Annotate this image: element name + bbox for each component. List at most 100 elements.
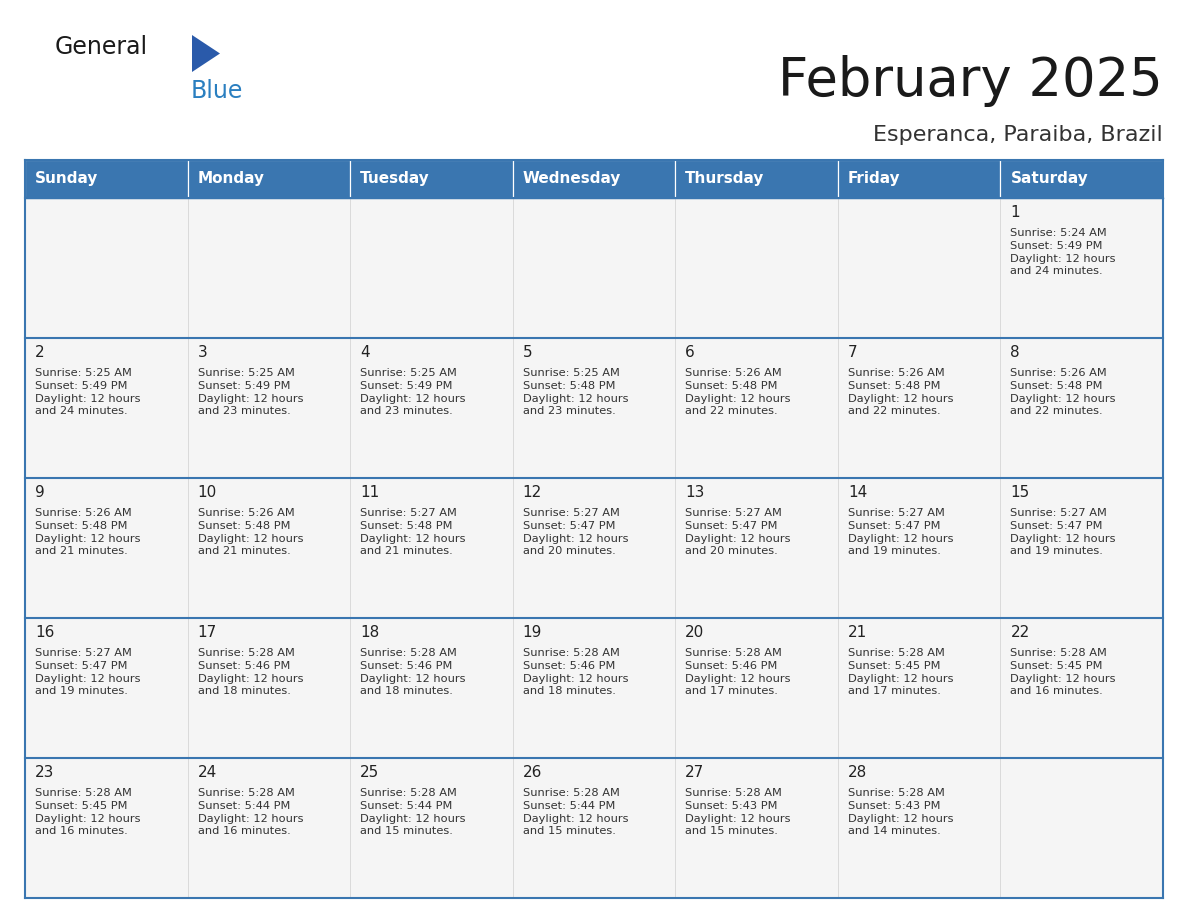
Bar [350, 198, 513, 338]
Text: 3: 3 [197, 345, 208, 360]
Text: 8: 8 [1011, 345, 1020, 360]
Text: 9: 9 [34, 485, 45, 500]
Text: 24: 24 [197, 765, 217, 780]
Bar [188, 160, 350, 198]
Text: Sunrise: 5:27 AM
Sunset: 5:47 PM
Daylight: 12 hours
and 20 minutes.: Sunrise: 5:27 AM Sunset: 5:47 PM Dayligh… [523, 508, 628, 556]
Text: Sunrise: 5:28 AM
Sunset: 5:44 PM
Daylight: 12 hours
and 15 minutes.: Sunrise: 5:28 AM Sunset: 5:44 PM Dayligh… [523, 788, 628, 836]
Text: 22: 22 [1011, 625, 1030, 640]
Text: Monday: Monday [197, 172, 265, 186]
Bar [838, 758, 1000, 898]
Text: Sunrise: 5:26 AM
Sunset: 5:48 PM
Daylight: 12 hours
and 21 minutes.: Sunrise: 5:26 AM Sunset: 5:48 PM Dayligh… [34, 508, 140, 556]
Text: 19: 19 [523, 625, 542, 640]
Bar [838, 160, 1000, 198]
Bar [513, 478, 675, 618]
Text: Esperanca, Paraiba, Brazil: Esperanca, Paraiba, Brazil [873, 125, 1163, 145]
Bar [675, 758, 838, 898]
Text: Sunrise: 5:27 AM
Sunset: 5:47 PM
Daylight: 12 hours
and 19 minutes.: Sunrise: 5:27 AM Sunset: 5:47 PM Dayligh… [34, 648, 140, 697]
Text: Sunrise: 5:27 AM
Sunset: 5:47 PM
Daylight: 12 hours
and 19 minutes.: Sunrise: 5:27 AM Sunset: 5:47 PM Dayligh… [848, 508, 953, 556]
Text: Sunrise: 5:26 AM
Sunset: 5:48 PM
Daylight: 12 hours
and 22 minutes.: Sunrise: 5:26 AM Sunset: 5:48 PM Dayligh… [1011, 368, 1116, 417]
Text: Sunrise: 5:27 AM
Sunset: 5:48 PM
Daylight: 12 hours
and 21 minutes.: Sunrise: 5:27 AM Sunset: 5:48 PM Dayligh… [360, 508, 466, 556]
Text: 28: 28 [848, 765, 867, 780]
Bar [838, 338, 1000, 478]
Bar [25, 618, 188, 758]
Text: 12: 12 [523, 485, 542, 500]
Text: Saturday: Saturday [1011, 172, 1088, 186]
Bar [1000, 198, 1163, 338]
Text: 14: 14 [848, 485, 867, 500]
Bar [513, 338, 675, 478]
Text: 21: 21 [848, 625, 867, 640]
Text: Sunrise: 5:28 AM
Sunset: 5:46 PM
Daylight: 12 hours
and 17 minutes.: Sunrise: 5:28 AM Sunset: 5:46 PM Dayligh… [685, 648, 791, 697]
Text: Sunrise: 5:25 AM
Sunset: 5:49 PM
Daylight: 12 hours
and 23 minutes.: Sunrise: 5:25 AM Sunset: 5:49 PM Dayligh… [197, 368, 303, 417]
Bar [838, 198, 1000, 338]
Bar [838, 618, 1000, 758]
Text: Sunrise: 5:25 AM
Sunset: 5:49 PM
Daylight: 12 hours
and 24 minutes.: Sunrise: 5:25 AM Sunset: 5:49 PM Dayligh… [34, 368, 140, 417]
Bar [350, 618, 513, 758]
Text: Sunrise: 5:26 AM
Sunset: 5:48 PM
Daylight: 12 hours
and 22 minutes.: Sunrise: 5:26 AM Sunset: 5:48 PM Dayligh… [848, 368, 953, 417]
Text: 25: 25 [360, 765, 379, 780]
Text: 7: 7 [848, 345, 858, 360]
Polygon shape [192, 35, 220, 72]
Text: 1: 1 [1011, 205, 1020, 220]
Bar [188, 618, 350, 758]
Bar [1000, 338, 1163, 478]
Text: 26: 26 [523, 765, 542, 780]
Text: 23: 23 [34, 765, 55, 780]
Text: 11: 11 [360, 485, 379, 500]
Text: Sunrise: 5:28 AM
Sunset: 5:46 PM
Daylight: 12 hours
and 18 minutes.: Sunrise: 5:28 AM Sunset: 5:46 PM Dayligh… [197, 648, 303, 697]
Bar [25, 478, 188, 618]
Text: Sunrise: 5:28 AM
Sunset: 5:43 PM
Daylight: 12 hours
and 14 minutes.: Sunrise: 5:28 AM Sunset: 5:43 PM Dayligh… [848, 788, 953, 836]
Bar [25, 160, 188, 198]
Bar [188, 198, 350, 338]
Bar [1000, 478, 1163, 618]
Bar [513, 160, 675, 198]
Text: Sunrise: 5:26 AM
Sunset: 5:48 PM
Daylight: 12 hours
and 21 minutes.: Sunrise: 5:26 AM Sunset: 5:48 PM Dayligh… [197, 508, 303, 556]
Bar [350, 160, 513, 198]
Bar [513, 618, 675, 758]
Text: February 2025: February 2025 [778, 55, 1163, 107]
Bar [1000, 758, 1163, 898]
Text: 17: 17 [197, 625, 217, 640]
Bar [675, 618, 838, 758]
Text: Thursday: Thursday [685, 172, 765, 186]
Text: 16: 16 [34, 625, 55, 640]
Text: 2: 2 [34, 345, 45, 360]
Text: 6: 6 [685, 345, 695, 360]
Text: Sunrise: 5:28 AM
Sunset: 5:45 PM
Daylight: 12 hours
and 16 minutes.: Sunrise: 5:28 AM Sunset: 5:45 PM Dayligh… [34, 788, 140, 836]
Text: Sunrise: 5:28 AM
Sunset: 5:43 PM
Daylight: 12 hours
and 15 minutes.: Sunrise: 5:28 AM Sunset: 5:43 PM Dayligh… [685, 788, 791, 836]
Bar [188, 338, 350, 478]
Bar [675, 338, 838, 478]
Text: 20: 20 [685, 625, 704, 640]
Text: Sunrise: 5:27 AM
Sunset: 5:47 PM
Daylight: 12 hours
and 20 minutes.: Sunrise: 5:27 AM Sunset: 5:47 PM Dayligh… [685, 508, 791, 556]
Text: Sunrise: 5:25 AM
Sunset: 5:48 PM
Daylight: 12 hours
and 23 minutes.: Sunrise: 5:25 AM Sunset: 5:48 PM Dayligh… [523, 368, 628, 417]
Bar [350, 758, 513, 898]
Text: Sunrise: 5:28 AM
Sunset: 5:46 PM
Daylight: 12 hours
and 18 minutes.: Sunrise: 5:28 AM Sunset: 5:46 PM Dayligh… [360, 648, 466, 697]
Bar [675, 198, 838, 338]
Text: 13: 13 [685, 485, 704, 500]
Bar [513, 758, 675, 898]
Bar [350, 478, 513, 618]
Text: Sunday: Sunday [34, 172, 99, 186]
Text: Sunrise: 5:28 AM
Sunset: 5:45 PM
Daylight: 12 hours
and 17 minutes.: Sunrise: 5:28 AM Sunset: 5:45 PM Dayligh… [848, 648, 953, 697]
Text: 4: 4 [360, 345, 369, 360]
Bar [1000, 618, 1163, 758]
Text: Sunrise: 5:28 AM
Sunset: 5:44 PM
Daylight: 12 hours
and 15 minutes.: Sunrise: 5:28 AM Sunset: 5:44 PM Dayligh… [360, 788, 466, 836]
Text: 15: 15 [1011, 485, 1030, 500]
Bar [675, 478, 838, 618]
Text: General: General [55, 35, 148, 59]
Bar [350, 338, 513, 478]
Text: Tuesday: Tuesday [360, 172, 430, 186]
Text: Wednesday: Wednesday [523, 172, 621, 186]
Bar [188, 478, 350, 618]
Text: Sunrise: 5:28 AM
Sunset: 5:45 PM
Daylight: 12 hours
and 16 minutes.: Sunrise: 5:28 AM Sunset: 5:45 PM Dayligh… [1011, 648, 1116, 697]
Bar [188, 758, 350, 898]
Text: Friday: Friday [848, 172, 901, 186]
Text: Blue: Blue [191, 79, 244, 103]
Bar [25, 758, 188, 898]
Bar [838, 478, 1000, 618]
Text: Sunrise: 5:28 AM
Sunset: 5:44 PM
Daylight: 12 hours
and 16 minutes.: Sunrise: 5:28 AM Sunset: 5:44 PM Dayligh… [197, 788, 303, 836]
Text: 10: 10 [197, 485, 217, 500]
Text: Sunrise: 5:28 AM
Sunset: 5:46 PM
Daylight: 12 hours
and 18 minutes.: Sunrise: 5:28 AM Sunset: 5:46 PM Dayligh… [523, 648, 628, 697]
Text: 27: 27 [685, 765, 704, 780]
Bar [25, 338, 188, 478]
